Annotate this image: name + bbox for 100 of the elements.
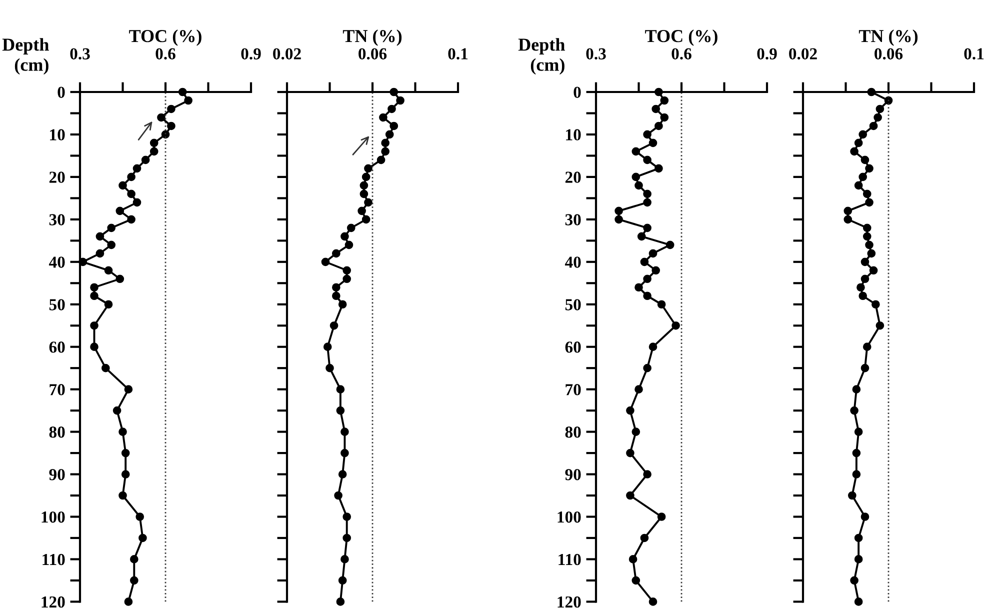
y-tick-label: 10	[50, 129, 65, 140]
point	[852, 470, 861, 478]
x-tick-label: 0.1	[964, 48, 984, 60]
point	[362, 215, 370, 224]
point	[632, 576, 640, 585]
point	[338, 576, 347, 585]
point	[390, 122, 398, 130]
y-tick-label: 110	[42, 554, 65, 566]
point	[121, 448, 130, 458]
point	[332, 292, 340, 300]
y-tick-label: 120	[42, 596, 65, 608]
y-tick-label: 90	[49, 468, 65, 480]
point	[876, 321, 884, 330]
y-tick-label: 40	[564, 256, 581, 268]
point	[614, 206, 623, 216]
point	[136, 512, 144, 521]
point	[332, 249, 340, 258]
y-tick-label: 50	[49, 299, 65, 310]
point	[672, 321, 680, 330]
point	[844, 206, 852, 216]
point	[862, 342, 872, 352]
point	[358, 206, 366, 216]
point	[342, 266, 352, 275]
point	[648, 249, 658, 258]
point	[858, 292, 868, 300]
point	[640, 534, 649, 542]
point	[862, 232, 872, 241]
point	[101, 364, 110, 372]
point	[652, 104, 660, 114]
point	[157, 113, 166, 122]
point	[334, 491, 342, 500]
point	[364, 198, 372, 207]
point	[648, 598, 658, 606]
point	[104, 300, 113, 309]
point	[90, 342, 98, 352]
point	[850, 406, 858, 415]
point	[626, 448, 634, 458]
point	[854, 534, 863, 542]
point	[848, 491, 856, 500]
point	[654, 122, 663, 130]
y-tick-label: 0	[574, 86, 581, 98]
y-tick-label: 30	[49, 214, 65, 226]
point	[396, 96, 404, 105]
point	[107, 224, 116, 232]
point	[867, 249, 876, 258]
point	[150, 138, 158, 148]
y-tick-label: 80	[49, 426, 65, 438]
point	[632, 172, 640, 182]
y-tick-label: 100	[42, 511, 65, 523]
point	[862, 190, 872, 198]
y-tick-label: 50	[565, 299, 581, 310]
x-tick-label: 0.06	[874, 48, 903, 60]
point	[865, 198, 874, 207]
point	[340, 428, 349, 436]
point	[336, 385, 345, 394]
point	[626, 406, 634, 415]
point	[330, 321, 338, 330]
point	[654, 164, 663, 173]
point	[336, 406, 345, 415]
point	[121, 470, 130, 478]
y-tick-label: 60	[565, 342, 581, 353]
y-tick-label: 20	[49, 172, 65, 183]
point	[112, 406, 122, 415]
point	[360, 181, 368, 190]
point	[632, 147, 640, 156]
point	[379, 113, 388, 122]
y-tick-label: 120	[558, 596, 581, 608]
point	[850, 576, 858, 585]
x-tick-label: 0.9	[241, 48, 261, 60]
x-tick-label: 0.6	[672, 48, 692, 60]
point	[326, 364, 334, 372]
y-tick-label: 70	[566, 384, 581, 396]
point	[858, 130, 868, 139]
point	[141, 156, 150, 164]
point	[118, 428, 127, 436]
point	[90, 292, 98, 300]
point	[338, 300, 347, 309]
point	[860, 364, 870, 372]
point	[340, 232, 349, 241]
chart-title: TOC (%)	[129, 29, 202, 46]
point	[124, 385, 133, 394]
point	[643, 198, 652, 207]
point	[860, 274, 870, 284]
point	[104, 266, 113, 275]
point	[323, 342, 332, 352]
point	[118, 491, 127, 500]
point	[865, 240, 874, 250]
point	[342, 274, 352, 284]
point	[161, 130, 170, 139]
y-tick-label: 70	[50, 384, 65, 396]
point	[852, 385, 861, 394]
y-tick-label: 0	[58, 86, 65, 98]
point	[90, 321, 98, 330]
point	[342, 512, 352, 521]
point	[854, 555, 863, 564]
point	[340, 448, 349, 458]
y-tick-label: 10	[566, 129, 581, 140]
point	[643, 224, 652, 232]
point	[116, 274, 124, 284]
point	[854, 598, 863, 606]
